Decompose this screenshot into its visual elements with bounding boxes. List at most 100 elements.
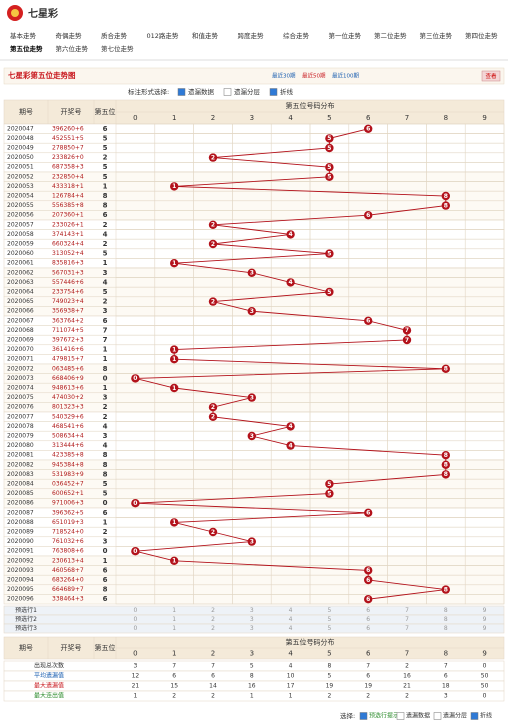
nav-tab[interactable]: 第四位走势: [465, 31, 498, 40]
pos5: 8: [103, 365, 108, 373]
ball: [131, 374, 140, 383]
checkbox[interactable]: [269, 88, 278, 96]
preselect-digit[interactable]: 0: [133, 625, 137, 632]
preselect-digit[interactable]: 9: [483, 616, 487, 623]
preselect-digit[interactable]: 7: [405, 607, 409, 614]
preselect-digit[interactable]: 5: [327, 625, 331, 632]
preselect-digit[interactable]: 9: [483, 607, 487, 614]
issue: 2020053: [7, 183, 34, 190]
preselect-digit[interactable]: 7: [405, 625, 409, 632]
nav-tab[interactable]: 第三位走势: [420, 31, 453, 40]
preselect-digit[interactable]: 0: [133, 607, 137, 614]
nav-tab[interactable]: 跨度走势: [238, 31, 265, 40]
pos5: 4: [103, 230, 108, 238]
checkbox-label[interactable]: 预选行提示: [369, 712, 399, 720]
stat-value: 1: [289, 693, 293, 700]
preselect-digit[interactable]: 1: [172, 607, 176, 614]
preselect-digit[interactable]: 3: [250, 625, 254, 632]
draw-number: 233026+1: [52, 221, 84, 228]
preselect-digit[interactable]: 2: [211, 616, 215, 623]
ball-number: 1: [172, 385, 176, 392]
preselect-digit[interactable]: 8: [444, 625, 448, 632]
preselect-digit[interactable]: 2: [211, 607, 215, 614]
preselect-digit[interactable]: 4: [289, 616, 293, 623]
nav-tab[interactable]: 第六位走势: [56, 44, 89, 53]
view-btn-label[interactable]: 查看: [485, 72, 497, 80]
nav-tab[interactable]: 第七位走势: [101, 44, 134, 53]
draw-number: 651019+3: [52, 519, 84, 526]
checkbox-label[interactable]: 折线: [480, 712, 492, 720]
preselect-digit[interactable]: 9: [483, 625, 487, 632]
ball: [441, 191, 450, 201]
issue: 2020060: [7, 250, 34, 257]
nav-tab[interactable]: 第五位走势: [10, 44, 43, 53]
preselect-digit[interactable]: 6: [366, 616, 370, 623]
preselect-digit[interactable]: 4: [289, 625, 293, 632]
nav-tab[interactable]: 012路走势: [147, 31, 179, 40]
checkbox[interactable]: [177, 88, 186, 96]
nav-tab[interactable]: 第一位走势: [329, 31, 362, 40]
draw-number: 531983+9: [52, 471, 84, 478]
issue: 2020066: [7, 308, 34, 315]
checkbox-label[interactable]: 遗漏分层: [234, 87, 261, 96]
draw-number: 835816+3: [52, 260, 84, 267]
ball: [364, 575, 373, 585]
preselect-digit[interactable]: 8: [444, 607, 448, 614]
nav-tab[interactable]: 质合走势: [101, 31, 128, 40]
digit-header: 8: [444, 650, 448, 658]
stat-value: 1: [250, 693, 254, 700]
checkbox-label[interactable]: 遗漏数据: [406, 712, 430, 720]
preselect-digit[interactable]: 4: [289, 607, 293, 614]
preselect-digit[interactable]: 5: [327, 616, 331, 623]
range-link[interactable]: 最近50期: [302, 72, 326, 80]
ball-number: 8: [444, 462, 448, 469]
nav-tab[interactable]: 综合走势: [283, 31, 310, 40]
pos5: 6: [103, 566, 108, 574]
preselect-label[interactable]: 预选行2: [15, 615, 37, 623]
preselect-digit[interactable]: 2: [211, 625, 215, 632]
pos5: 1: [103, 346, 108, 354]
preselect-digit[interactable]: 3: [250, 616, 254, 623]
preselect-digit[interactable]: 6: [366, 607, 370, 614]
nav-tab[interactable]: 和值走势: [192, 31, 219, 40]
preselect-digit[interactable]: 5: [327, 607, 331, 614]
preselect-label[interactable]: 预选行1: [15, 606, 37, 614]
stat-row: [3, 690, 505, 702]
stat-value: 0: [483, 663, 487, 670]
preselect-label[interactable]: 预选行3: [15, 624, 37, 632]
ball-number: 5: [327, 164, 331, 171]
ball-number: 3: [250, 538, 254, 545]
issue: 2020062: [7, 269, 34, 276]
preselect-digit[interactable]: 1: [172, 616, 176, 623]
preselect-digit[interactable]: 6: [366, 625, 370, 632]
pos5: 8: [103, 470, 108, 478]
ball-number: 4: [289, 231, 293, 238]
preselect-digit[interactable]: 1: [172, 625, 176, 632]
checkbox[interactable]: [433, 712, 442, 720]
range-link[interactable]: 最近100期: [332, 72, 359, 80]
draw-number: 749023+4: [52, 298, 84, 305]
nav-tab[interactable]: 基本走势: [10, 31, 37, 40]
checkbox-label[interactable]: 折线: [280, 87, 294, 96]
range-link[interactable]: 最近30期: [272, 72, 296, 80]
nav-tab[interactable]: 第二位走势: [374, 31, 407, 40]
stat-value: 14: [209, 683, 217, 690]
checkbox[interactable]: [470, 712, 479, 720]
preselect-digit[interactable]: 0: [133, 616, 137, 623]
preselect-digit[interactable]: 8: [444, 616, 448, 623]
preselect-digit[interactable]: 3: [250, 607, 254, 614]
checkbox[interactable]: [359, 712, 368, 720]
pos5: 2: [103, 298, 108, 306]
stat-value: 3: [133, 663, 137, 670]
checkbox[interactable]: [223, 88, 232, 96]
checkbox-label[interactable]: 遗漏数据: [188, 87, 215, 96]
checkbox[interactable]: [396, 712, 405, 720]
pos5: 1: [103, 518, 108, 526]
issue: 2020051: [7, 164, 34, 171]
nav-tab[interactable]: 奇偶走势: [56, 31, 83, 40]
ball-number: 7: [405, 327, 409, 334]
stat-value: 2: [211, 693, 215, 700]
preselect-digit[interactable]: 7: [405, 616, 409, 623]
checkbox-label[interactable]: 遗漏分层: [443, 712, 467, 720]
view-btn[interactable]: [481, 70, 501, 82]
